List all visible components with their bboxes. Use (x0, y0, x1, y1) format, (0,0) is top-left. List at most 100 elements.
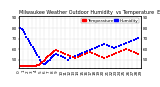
Point (120, 50, 123, 52)
Point (81, 55, 84, 56)
Point (84, 52, 86, 53)
Point (29, 42, 31, 44)
Point (105, 57, 108, 58)
Point (57, 50, 59, 52)
Point (35, 65, 37, 66)
Point (110, 55, 113, 56)
Point (67, 59, 69, 60)
Point (30, 44, 33, 46)
Point (101, 44, 103, 46)
Point (26, 65, 29, 66)
Point (53, 55, 56, 56)
Legend: Temperature, Humidity: Temperature, Humidity (81, 18, 139, 23)
Point (47, 60, 50, 61)
Point (37, 64, 40, 65)
Point (57, 55, 59, 56)
Point (115, 46, 118, 48)
Point (127, 41, 130, 42)
Point (45, 58, 47, 59)
Point (67, 55, 69, 56)
Point (54, 54, 57, 55)
Point (36, 55, 39, 56)
Point (24, 34, 27, 35)
Point (45, 62, 47, 63)
Point (135, 38, 137, 39)
Text: Milwaukee Weather Outdoor Humidity  vs Temperature  Every 5 Minutes: Milwaukee Weather Outdoor Humidity vs Te… (19, 10, 160, 15)
Point (36, 64, 39, 65)
Point (108, 56, 110, 57)
Point (103, 43, 106, 45)
Point (25, 36, 28, 37)
Point (125, 48, 128, 50)
Point (26, 38, 29, 39)
Point (28, 65, 30, 66)
Point (96, 55, 98, 56)
Point (110, 46, 113, 48)
Point (29, 65, 31, 66)
Point (47, 56, 50, 57)
Point (32, 48, 35, 50)
Point (40, 61, 42, 62)
Point (103, 58, 106, 59)
Point (39, 63, 41, 64)
Point (71, 57, 74, 58)
Point (52, 52, 55, 53)
Point (86, 50, 89, 52)
Point (41, 62, 44, 63)
Point (79, 56, 81, 57)
Point (54, 49, 57, 51)
Point (98, 45, 101, 47)
Point (115, 53, 118, 54)
Point (101, 57, 103, 58)
Point (81, 53, 84, 54)
Point (46, 57, 48, 58)
Point (59, 56, 62, 57)
Point (135, 53, 137, 54)
Point (40, 62, 42, 63)
Point (132, 52, 135, 53)
Point (24, 65, 27, 66)
Point (23, 65, 25, 66)
Point (50, 58, 52, 59)
Point (123, 49, 125, 51)
Point (37, 57, 40, 58)
Point (50, 54, 52, 55)
Point (25, 65, 28, 66)
Point (98, 56, 101, 57)
Point (91, 48, 93, 50)
Point (127, 49, 130, 51)
Point (44, 63, 46, 64)
Point (20, 65, 23, 66)
Point (64, 58, 67, 59)
Point (132, 39, 135, 40)
Point (44, 59, 46, 60)
Point (120, 44, 123, 46)
Point (46, 61, 48, 62)
Point (91, 53, 93, 54)
Point (108, 45, 110, 47)
Point (118, 52, 120, 53)
Point (84, 54, 86, 55)
Point (34, 50, 36, 52)
Point (48, 59, 51, 60)
Point (74, 58, 76, 59)
Point (123, 43, 125, 45)
Point (62, 57, 64, 58)
Point (71, 57, 74, 58)
Point (64, 54, 67, 55)
Point (79, 54, 81, 55)
Point (76, 55, 79, 56)
Point (34, 65, 36, 66)
Point (118, 45, 120, 47)
Point (41, 61, 44, 62)
Point (42, 60, 45, 61)
Point (20, 29, 23, 30)
Point (125, 42, 128, 44)
Point (96, 46, 98, 48)
Point (69, 58, 72, 59)
Point (93, 47, 96, 49)
Point (19, 27, 22, 29)
Point (51, 53, 53, 54)
Point (86, 53, 89, 54)
Point (42, 63, 45, 64)
